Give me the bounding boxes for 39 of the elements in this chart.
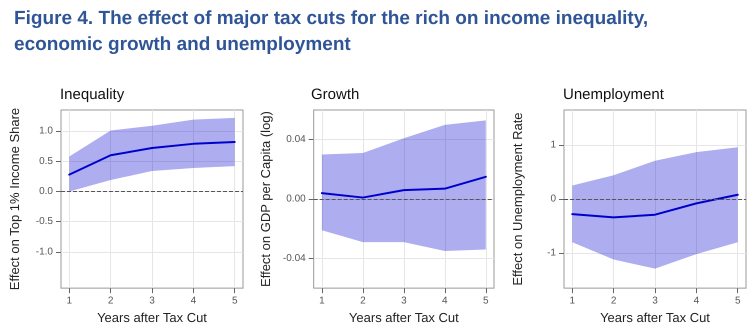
x-tick-label: 5 (734, 296, 741, 307)
x-axis-title: Years after Tax Cut (600, 310, 710, 325)
x-tick-label: 2 (360, 296, 366, 307)
line-series (571, 194, 739, 218)
y-tick-label: 1.0 (39, 126, 54, 137)
y-tick-label: 0.00 (286, 194, 306, 205)
x-tick-label: 4 (442, 296, 448, 307)
chart-title: Inequality (60, 86, 125, 103)
x-tick-label: 5 (232, 296, 238, 307)
y-tick-label: 0 (550, 194, 556, 205)
y-axis-title: Effect on Unemployment Rate (510, 112, 525, 286)
x-tick-label: 4 (694, 296, 700, 307)
y-tick-label: -1.0 (36, 246, 54, 258)
chart-title: Unemployment (563, 86, 665, 103)
caption: Figure 4. The effect of major tax cuts for the rich on income inequality, economic growth and unemployment (14, 7, 650, 57)
chart-title: Growth (311, 86, 360, 103)
x-tick-label: 5 (483, 296, 490, 307)
x-tick-label: 1 (319, 296, 326, 307)
x-tick-label: 3 (149, 296, 156, 307)
line-series (320, 176, 487, 199)
x-tick-label: 4 (190, 296, 197, 307)
y-axis-title: Effect on Top 1% Income Share (7, 108, 22, 290)
x-axis-title: Years after Tax Cut (348, 310, 460, 325)
y-tick-label: -0.5 (36, 216, 54, 228)
x-tick-label: 3 (401, 296, 408, 307)
y-tick-label: -0.04 (282, 252, 306, 264)
y-axis-title: Effect on GDP per Capita (log) (258, 111, 273, 287)
x-axis-title: Years after Tax Cut (97, 310, 208, 325)
y-tick-label: 0.04 (286, 134, 306, 146)
y-tick-label: -1 (547, 248, 556, 259)
y-tick-label: 0.0 (39, 186, 54, 198)
x-tick-label: 3 (652, 296, 658, 307)
x-tick-label: 1 (66, 296, 72, 307)
x-tick-label: 1 (569, 296, 576, 307)
line-series (68, 141, 236, 176)
y-tick-label: 1 (550, 140, 556, 151)
y-tick-label: 0.5 (39, 156, 54, 167)
x-tick-label: 2 (108, 296, 114, 307)
x-tick-label: 2 (610, 296, 617, 307)
